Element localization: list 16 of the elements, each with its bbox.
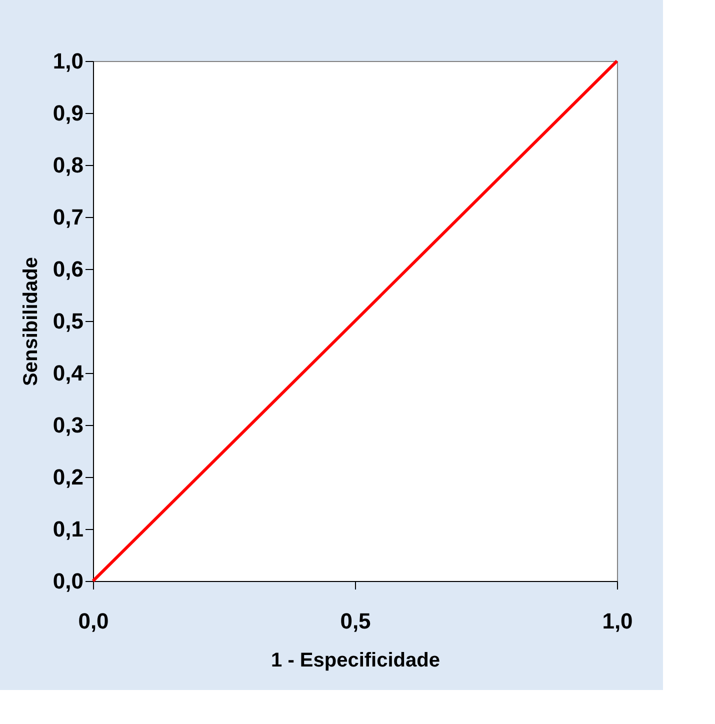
x-axis-title: 1 - Especificidade [271, 650, 440, 672]
x-tick-label: 1,0 [602, 608, 633, 634]
y-tick-label: 0,6 [52, 256, 84, 282]
y-tick-label: 0,7 [52, 204, 84, 230]
y-tick-label: 0,0 [52, 568, 84, 594]
x-tick-label: 0,0 [78, 608, 109, 634]
y-tick-label: 1,0 [52, 48, 84, 74]
y-tick-label: 0,1 [52, 516, 84, 542]
y-tick-label: 0,2 [52, 464, 84, 490]
y-tick-label: 0,3 [52, 412, 84, 438]
y-tick-label: 0,5 [52, 308, 84, 334]
y-axis-title: Sensibilidade [20, 257, 42, 386]
y-tick-label: 0,4 [52, 360, 84, 386]
y-tick-label: 0,9 [52, 100, 84, 126]
y-tick-label: 0,8 [52, 152, 84, 178]
x-tick-label: 0,5 [340, 608, 371, 634]
